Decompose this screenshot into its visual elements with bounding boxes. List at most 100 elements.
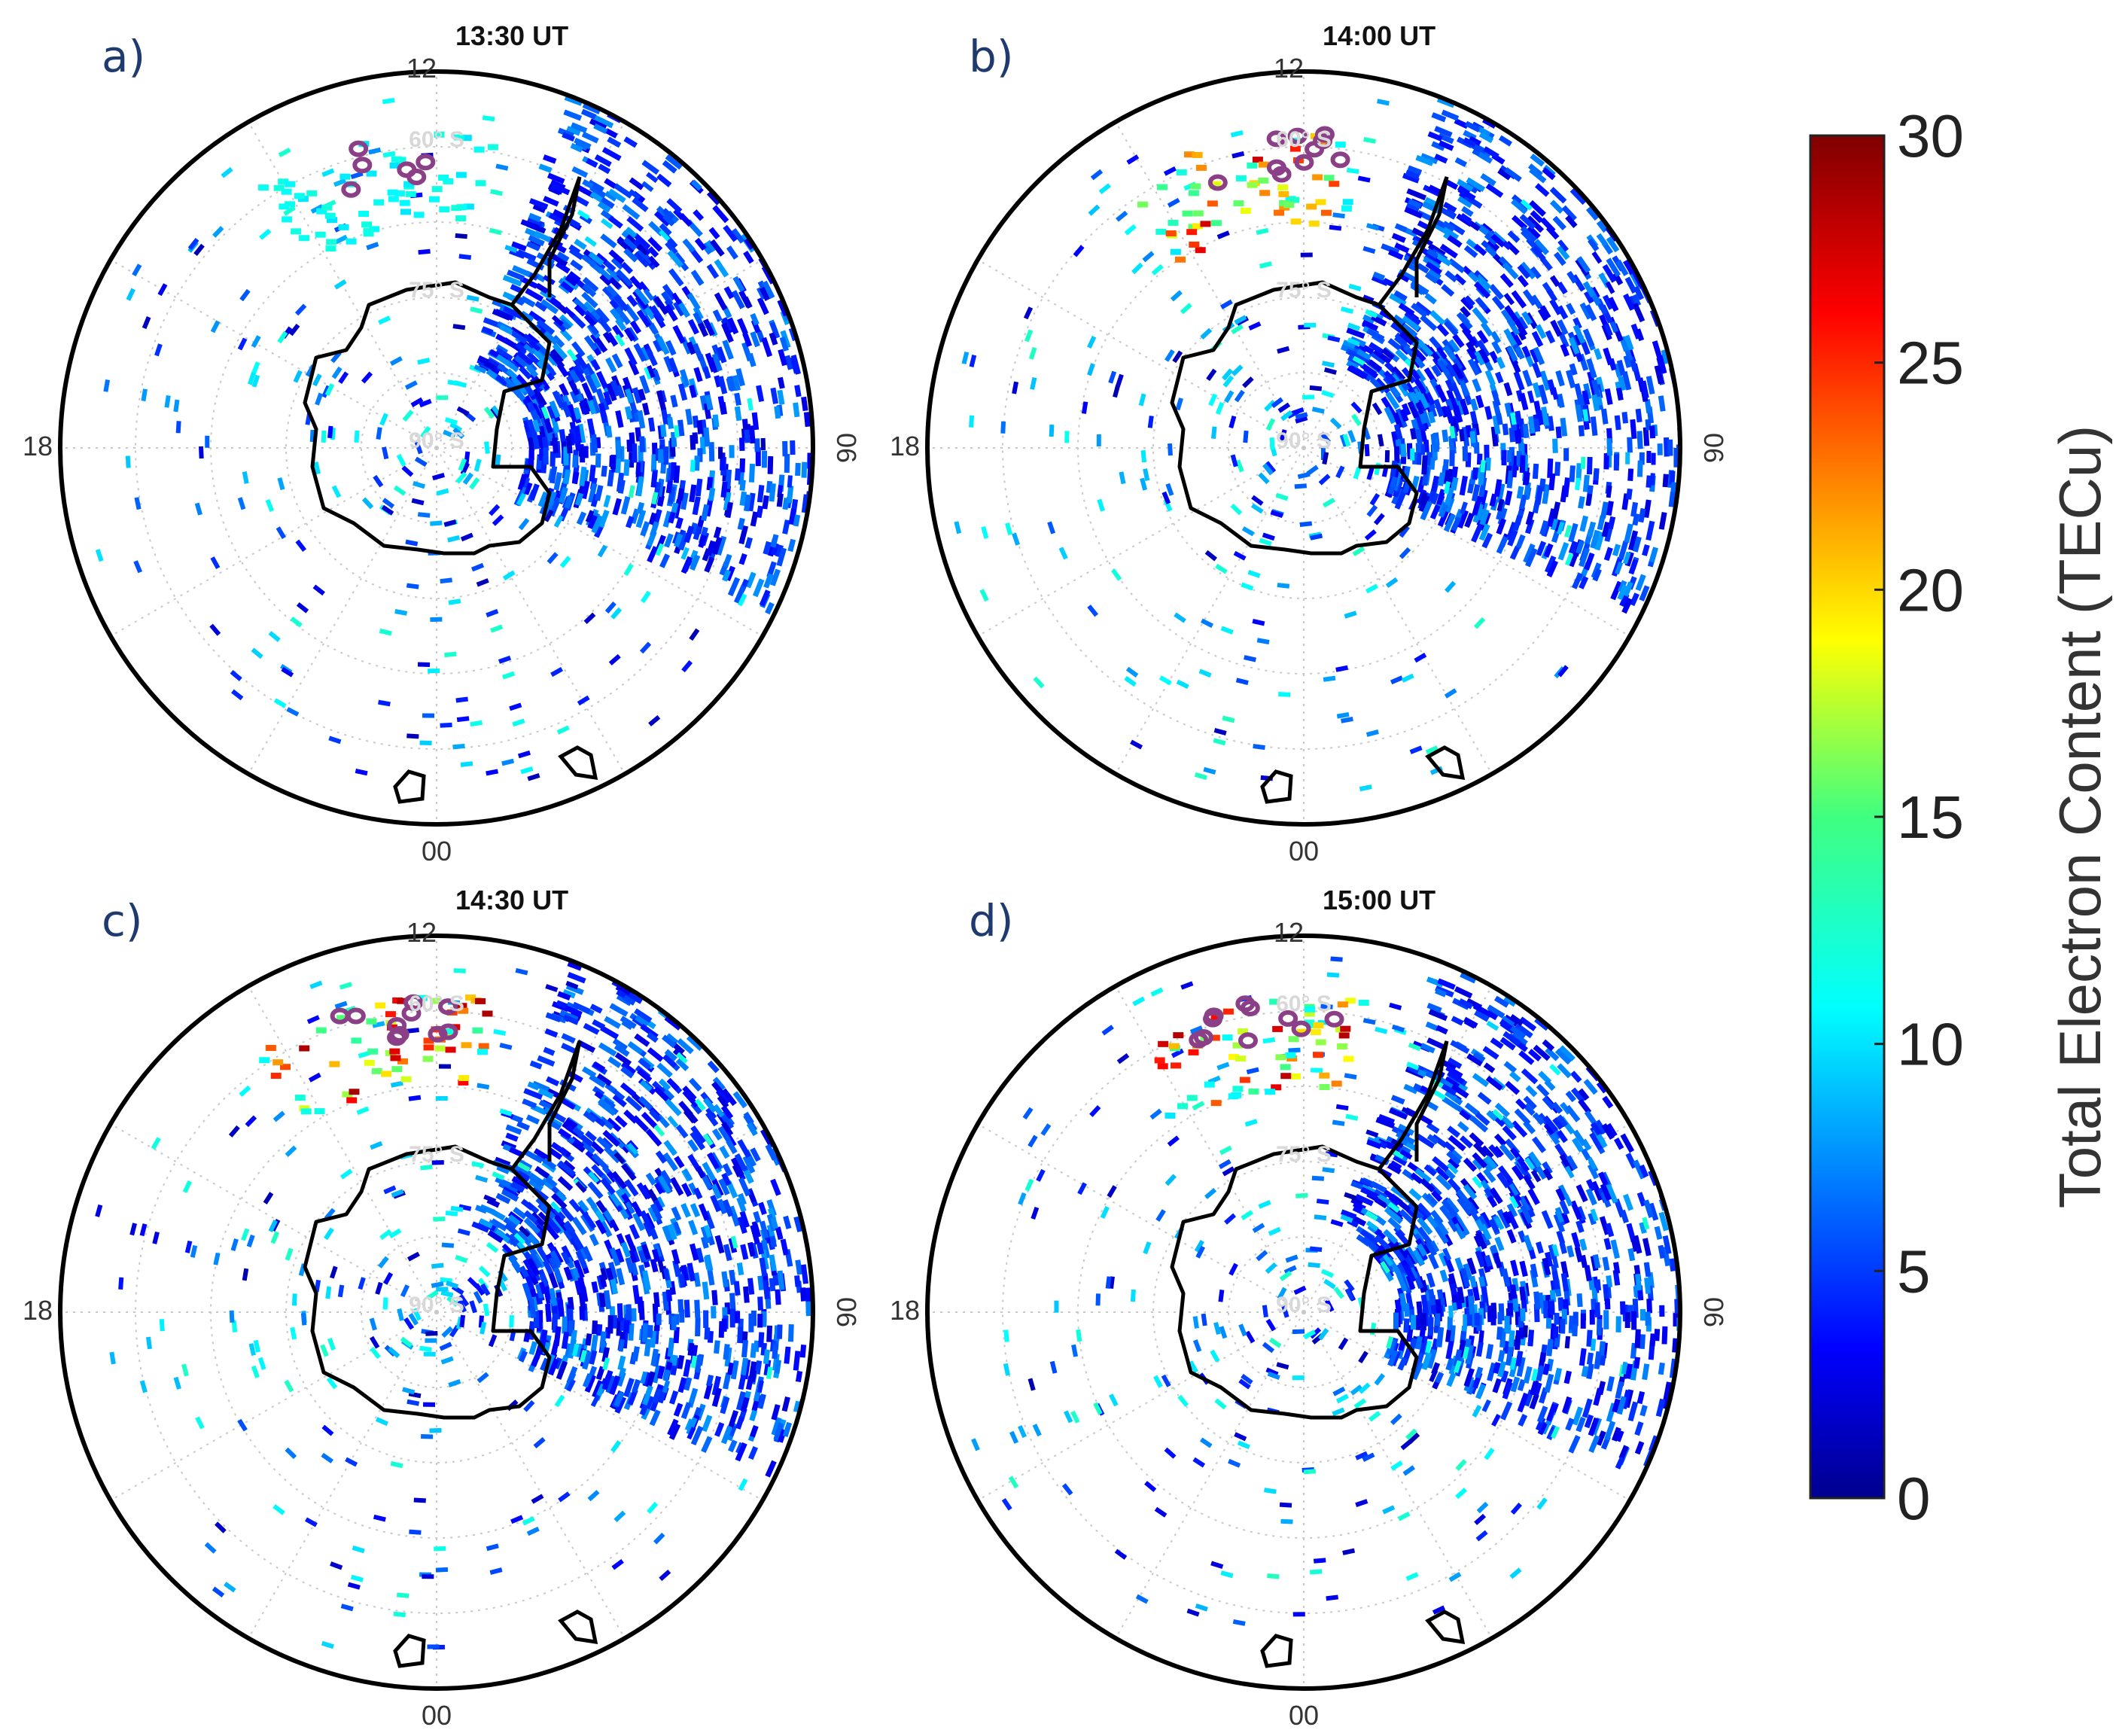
tec-pixel — [1494, 1236, 1505, 1251]
tec-pixel — [763, 573, 774, 589]
tec-pixel — [1350, 401, 1362, 414]
tec-pixel — [549, 400, 561, 419]
tec-pixel — [1466, 177, 1486, 192]
tec-pixel — [687, 1139, 699, 1153]
tec-pixel — [507, 270, 525, 282]
tec-pixel-patch — [346, 1097, 358, 1104]
tec-pixel — [591, 514, 604, 534]
tec-pixel — [1168, 443, 1173, 456]
tec-pixel — [1421, 455, 1428, 475]
tec-pixel — [1564, 553, 1574, 566]
tec-pixel — [1415, 154, 1434, 166]
tec-pixel — [1535, 324, 1547, 340]
tec-pixel — [1683, 478, 1690, 497]
tec-pixel — [1259, 261, 1272, 269]
tec-pixel — [1586, 358, 1597, 379]
tec-pixel — [205, 435, 210, 448]
tec-pixel — [1618, 376, 1627, 391]
tec-pixel — [757, 1242, 765, 1255]
tec-pixel-patch — [430, 997, 441, 1004]
tec-pixel — [664, 304, 678, 322]
tec-pixel — [528, 212, 542, 223]
tec-pixel — [436, 488, 449, 496]
tec-pixel — [703, 1225, 712, 1238]
tec-pixel-patch — [1189, 241, 1200, 248]
tec-pixel — [1338, 1337, 1349, 1351]
tec-pixel — [450, 1205, 464, 1212]
tec-pixel — [1484, 1254, 1493, 1267]
tec-pixel — [1453, 1223, 1466, 1240]
tec-pixel — [666, 1223, 677, 1241]
tec-pixel-patch — [422, 1055, 434, 1062]
tec-pixel — [414, 441, 423, 455]
tec-pixel — [1583, 383, 1592, 400]
tec-pixel — [419, 398, 432, 408]
tec-pixel — [1308, 1262, 1320, 1268]
tec-pixel — [1024, 1178, 1034, 1192]
tec-pixel — [1635, 328, 1645, 342]
tec-pixel — [1322, 498, 1335, 508]
tec-pixel — [1585, 206, 1600, 221]
tec-pixel — [711, 1183, 722, 1199]
tec-pixel — [1022, 1107, 1034, 1120]
tec-pixel — [623, 459, 630, 477]
tec-pixel — [702, 1133, 714, 1147]
tec-pixel — [1581, 1366, 1589, 1378]
tec-pixel — [687, 1387, 699, 1409]
tec-pixel — [658, 449, 664, 463]
tec-pixel — [757, 1296, 764, 1311]
tec-pixel — [1241, 1210, 1253, 1221]
tec-pixel-patch — [453, 134, 464, 141]
tec-pixel — [516, 492, 526, 506]
tec-pixel — [1628, 559, 1639, 575]
tec-pixel — [1559, 1153, 1574, 1173]
tec-pixel — [769, 332, 778, 346]
tec-pixel — [210, 556, 221, 569]
tec-pixel — [488, 1334, 498, 1348]
tec-pixel — [388, 1347, 400, 1359]
tec-pixel — [1203, 766, 1216, 775]
tec-pixel — [714, 1340, 720, 1354]
tec-pixel — [581, 382, 594, 401]
tec-pixel — [331, 366, 343, 379]
tec-pixel — [580, 1140, 595, 1155]
tec-pixel — [1530, 1379, 1539, 1396]
tec-pixel — [1389, 1002, 1402, 1010]
tec-pixel — [526, 1257, 540, 1277]
tec-pixel — [559, 556, 571, 568]
tec-pixel — [712, 1077, 726, 1091]
tec-pixel — [1355, 1451, 1368, 1460]
tec-pixel — [1431, 364, 1442, 377]
tec-pixel — [1167, 197, 1180, 208]
tec-pixel — [652, 1080, 666, 1095]
tec-pixel — [1421, 1069, 1435, 1080]
tec-pixel — [615, 456, 622, 474]
tec-pixel — [1385, 391, 1400, 410]
tec-pixel — [1387, 1217, 1402, 1231]
tec-pixel — [1448, 1305, 1454, 1318]
tec-pixel — [1658, 395, 1666, 412]
tec-pixel — [1624, 1312, 1630, 1329]
tec-pixel — [664, 299, 675, 312]
tec-pixel — [1514, 1336, 1521, 1347]
tec-pixel — [552, 437, 559, 454]
tec-pixel — [537, 1055, 556, 1067]
tec-pixel — [698, 535, 708, 549]
tec-pixel-patch — [338, 224, 349, 230]
tec-pixel — [520, 1198, 534, 1211]
tec-pixel — [1505, 1080, 1521, 1095]
tec-pixel — [549, 1287, 558, 1307]
tec-pixel — [1606, 236, 1620, 253]
tec-pixel — [571, 471, 580, 485]
tec-pixel-patch — [400, 1076, 412, 1083]
tec-pixel — [1088, 204, 1101, 216]
tec-pixel — [546, 1088, 561, 1099]
tec-pixel — [1596, 233, 1609, 247]
tec-pixel-patch — [272, 1059, 284, 1066]
tec-pixel-patch — [1157, 184, 1168, 190]
tec-pixel — [1275, 492, 1289, 501]
tec-pixel — [532, 203, 546, 214]
tec-pixel — [408, 1312, 419, 1326]
tec-pixel — [1478, 477, 1487, 498]
tec-pixel — [1001, 1497, 1012, 1511]
